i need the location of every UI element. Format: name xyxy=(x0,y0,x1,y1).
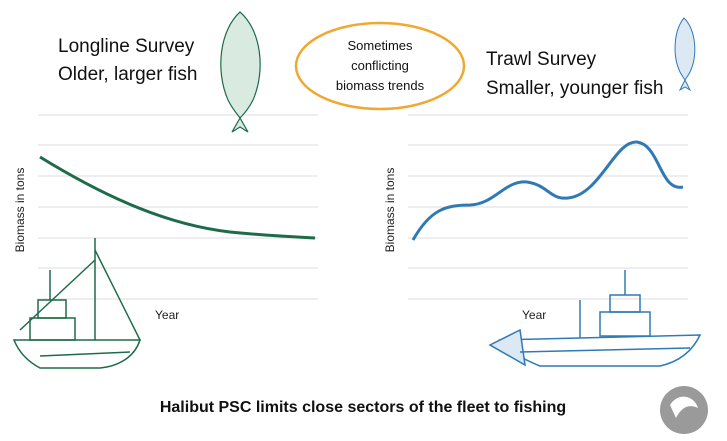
trawl-trend xyxy=(411,140,684,241)
left-subtitle: Older, larger fish xyxy=(58,64,197,85)
longline-boat xyxy=(12,238,142,369)
left-x-label: Year xyxy=(155,308,179,322)
longline-trend xyxy=(39,155,316,240)
callout-line: biomass trends xyxy=(336,78,425,93)
left-grid xyxy=(38,114,318,300)
callout-line: conflicting xyxy=(351,58,409,73)
left-y-label: Biomass in tons xyxy=(13,168,27,253)
logo xyxy=(660,386,708,434)
callout-ellipse xyxy=(294,21,466,111)
trawl-boat xyxy=(488,270,702,367)
halibut-small xyxy=(674,17,696,92)
halibut-large xyxy=(220,11,261,133)
right-title: Trawl Survey xyxy=(486,49,597,70)
callout-line: Sometimes xyxy=(347,38,413,53)
footer: Halibut PSC limits close sectors of the … xyxy=(160,399,566,416)
left-title: Longline Survey xyxy=(58,36,195,57)
right-y-label: Biomass in tons xyxy=(383,168,397,253)
right-x-label: Year xyxy=(522,308,546,322)
right-subtitle: Smaller, younger fish xyxy=(486,78,663,99)
